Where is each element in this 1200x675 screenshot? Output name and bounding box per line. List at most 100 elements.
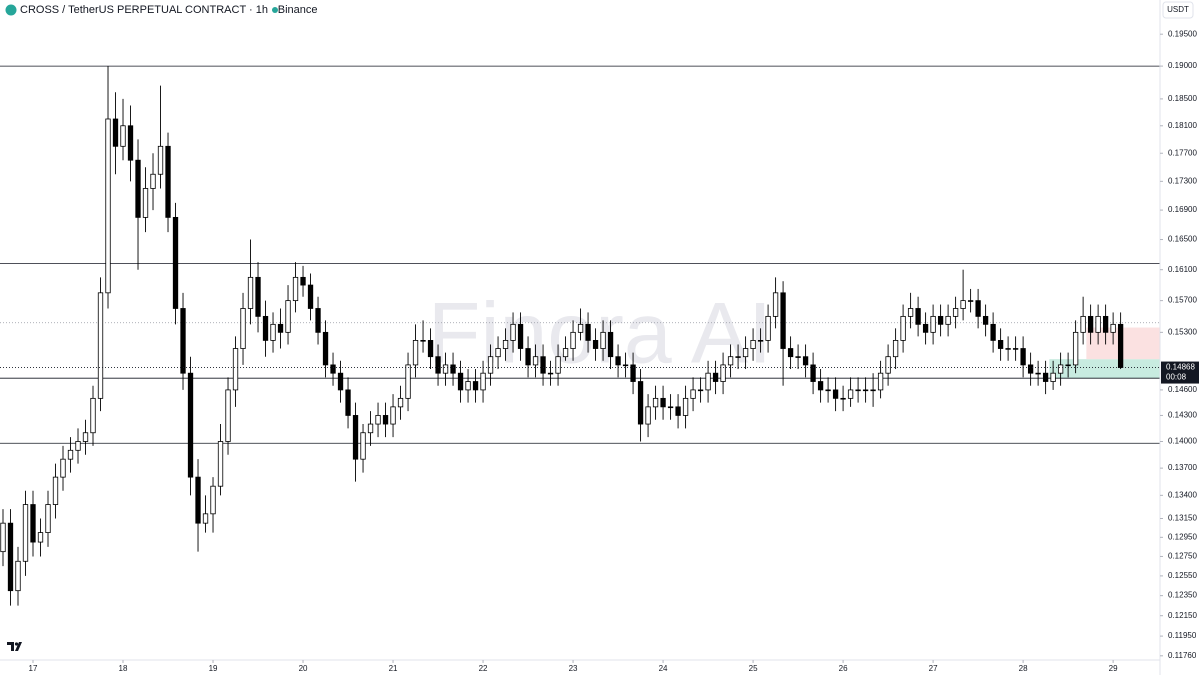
candle-body <box>937 315 944 325</box>
y-tick-label: 0.15300 <box>1168 327 1197 336</box>
candle-body <box>892 340 899 358</box>
candle-body <box>690 389 696 399</box>
candle-body <box>435 356 441 374</box>
y-tick-label: 0.11760 <box>1168 651 1197 660</box>
candle-body <box>915 308 921 325</box>
y-tick-label: 0.19500 <box>1168 29 1197 38</box>
candle-body <box>15 560 21 592</box>
candle-body <box>840 397 846 400</box>
candle-body <box>150 173 156 189</box>
y-tick-label: 0.17300 <box>1168 176 1197 185</box>
candle-body <box>405 364 411 399</box>
candle-body <box>360 432 366 460</box>
candle-body <box>457 372 464 391</box>
candle-body <box>277 323 284 333</box>
candle-body <box>997 340 1004 349</box>
candle-body <box>427 340 434 358</box>
candle-body <box>667 406 674 409</box>
candle-body <box>382 415 389 425</box>
x-tick-label: 27 <box>929 664 938 673</box>
y-tick-label: 0.15700 <box>1168 296 1197 305</box>
candle-body <box>135 159 141 218</box>
candle-body <box>202 513 209 524</box>
currency-box[interactable] <box>1162 1 1194 19</box>
candle-body <box>832 389 839 399</box>
candle-body <box>195 476 201 524</box>
candle-body <box>930 315 936 333</box>
y-tick-label: 0.13700 <box>1168 463 1197 472</box>
candle-body <box>922 323 929 333</box>
candle-body <box>877 372 884 391</box>
status-dot <box>272 7 278 13</box>
candle-body <box>577 323 584 333</box>
candle-body <box>750 340 756 349</box>
y-tick-label: 0.17700 <box>1168 148 1197 157</box>
candle-body <box>120 125 126 147</box>
candle-body <box>480 372 486 391</box>
candle-body <box>105 118 111 294</box>
candle-body <box>1095 315 1101 333</box>
candle-body <box>585 323 591 341</box>
candle-body <box>1087 315 1094 333</box>
candle-body <box>870 389 876 392</box>
candle-body <box>1012 348 1019 350</box>
candle-body <box>397 397 404 408</box>
candle-body <box>795 356 801 358</box>
y-tick-label: 0.18500 <box>1168 94 1197 103</box>
x-tick-label: 19 <box>209 664 218 673</box>
candle-body <box>885 356 891 374</box>
y-tick-label: 0.18100 <box>1168 121 1197 130</box>
candle-body <box>780 292 786 349</box>
candle-body <box>1020 348 1026 366</box>
candle-body <box>907 308 914 317</box>
last-price-label: 0.14868 <box>1166 363 1195 372</box>
candle-body <box>1035 372 1041 375</box>
candle-body <box>270 323 276 341</box>
candle-body <box>982 315 989 325</box>
candle-body <box>720 364 726 382</box>
y-tick-label: 0.14000 <box>1168 437 1197 446</box>
candle-body <box>532 356 539 366</box>
candle-body <box>240 308 246 349</box>
candle-body <box>157 145 164 175</box>
candle-body <box>142 188 149 218</box>
candle-body <box>547 372 554 375</box>
candle-body <box>1050 372 1056 382</box>
candle-body <box>1080 315 1086 333</box>
candle-body <box>967 300 974 302</box>
candle-body <box>180 308 186 374</box>
candle-body <box>247 276 254 309</box>
candle-body <box>742 348 749 358</box>
candle-body <box>52 476 59 505</box>
candle-body <box>682 397 689 416</box>
candle-body <box>90 397 96 434</box>
candle-body <box>390 406 396 425</box>
candle-body <box>285 300 291 333</box>
candle-body <box>1102 315 1109 333</box>
candle-body <box>757 340 764 342</box>
y-tick-label: 0.14600 <box>1168 385 1197 394</box>
candle-body <box>990 323 996 341</box>
x-tick-label: 22 <box>479 664 488 673</box>
candle-body <box>307 284 314 309</box>
candle-body <box>517 323 524 349</box>
candle-body <box>855 389 861 392</box>
candle-body <box>735 356 741 358</box>
x-tick-label: 29 <box>1109 664 1118 673</box>
candle-body <box>262 315 269 341</box>
candle-body <box>562 348 569 358</box>
candle-body <box>847 389 854 399</box>
candle-body <box>60 458 66 478</box>
candle-body <box>0 522 6 553</box>
candle-body <box>337 372 344 391</box>
candle-body <box>255 276 261 317</box>
candle-body <box>712 372 719 382</box>
candle-body <box>7 522 14 592</box>
plot-area <box>0 65 1160 606</box>
candle-body <box>765 315 771 341</box>
candle-body <box>727 356 734 366</box>
candle-body <box>817 381 824 391</box>
x-tick-label: 23 <box>569 664 578 673</box>
